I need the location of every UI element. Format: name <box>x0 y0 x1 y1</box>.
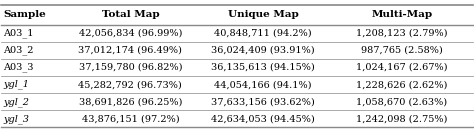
Text: 38,691,826 (96.25%): 38,691,826 (96.25%) <box>79 97 182 106</box>
Text: 1,228,626 (2.62%): 1,228,626 (2.62%) <box>356 80 447 89</box>
Text: Unique Map: Unique Map <box>228 10 299 20</box>
Text: 42,056,834 (96.99%): 42,056,834 (96.99%) <box>79 29 182 38</box>
Text: 43,876,151 (97.2%): 43,876,151 (97.2%) <box>82 114 179 123</box>
Text: 37,159,780 (96.82%): 37,159,780 (96.82%) <box>79 63 182 72</box>
Text: 1,024,167 (2.67%): 1,024,167 (2.67%) <box>356 63 447 72</box>
Text: 40,848,711 (94.2%): 40,848,711 (94.2%) <box>214 29 312 38</box>
Text: Total Map: Total Map <box>101 10 159 20</box>
Text: Multi-Map: Multi-Map <box>371 10 432 20</box>
Text: 44,054,166 (94.1%): 44,054,166 (94.1%) <box>214 80 312 89</box>
Text: 1,208,123 (2.79%): 1,208,123 (2.79%) <box>356 29 447 38</box>
Text: ygl_1: ygl_1 <box>3 80 29 89</box>
Text: 45,282,792 (96.73%): 45,282,792 (96.73%) <box>79 80 182 89</box>
Text: Sample: Sample <box>3 10 46 20</box>
Text: 1,242,098 (2.75%): 1,242,098 (2.75%) <box>356 114 447 123</box>
Text: 36,024,409 (93.91%): 36,024,409 (93.91%) <box>211 46 315 55</box>
Text: 42,634,053 (94.45%): 42,634,053 (94.45%) <box>211 114 315 123</box>
Text: A03_2: A03_2 <box>3 46 34 55</box>
Text: 37,012,174 (96.49%): 37,012,174 (96.49%) <box>78 46 182 55</box>
Text: ygl_3: ygl_3 <box>3 114 29 124</box>
Text: 36,135,613 (94.15%): 36,135,613 (94.15%) <box>211 63 315 72</box>
Text: A03_3: A03_3 <box>3 63 34 72</box>
Text: 37,633,156 (93.62%): 37,633,156 (93.62%) <box>211 97 315 106</box>
Text: 987,765 (2.58%): 987,765 (2.58%) <box>361 46 443 55</box>
Text: 1,058,670 (2.63%): 1,058,670 (2.63%) <box>356 97 447 106</box>
Text: A03_1: A03_1 <box>3 28 34 38</box>
Text: ygl_2: ygl_2 <box>3 97 29 107</box>
